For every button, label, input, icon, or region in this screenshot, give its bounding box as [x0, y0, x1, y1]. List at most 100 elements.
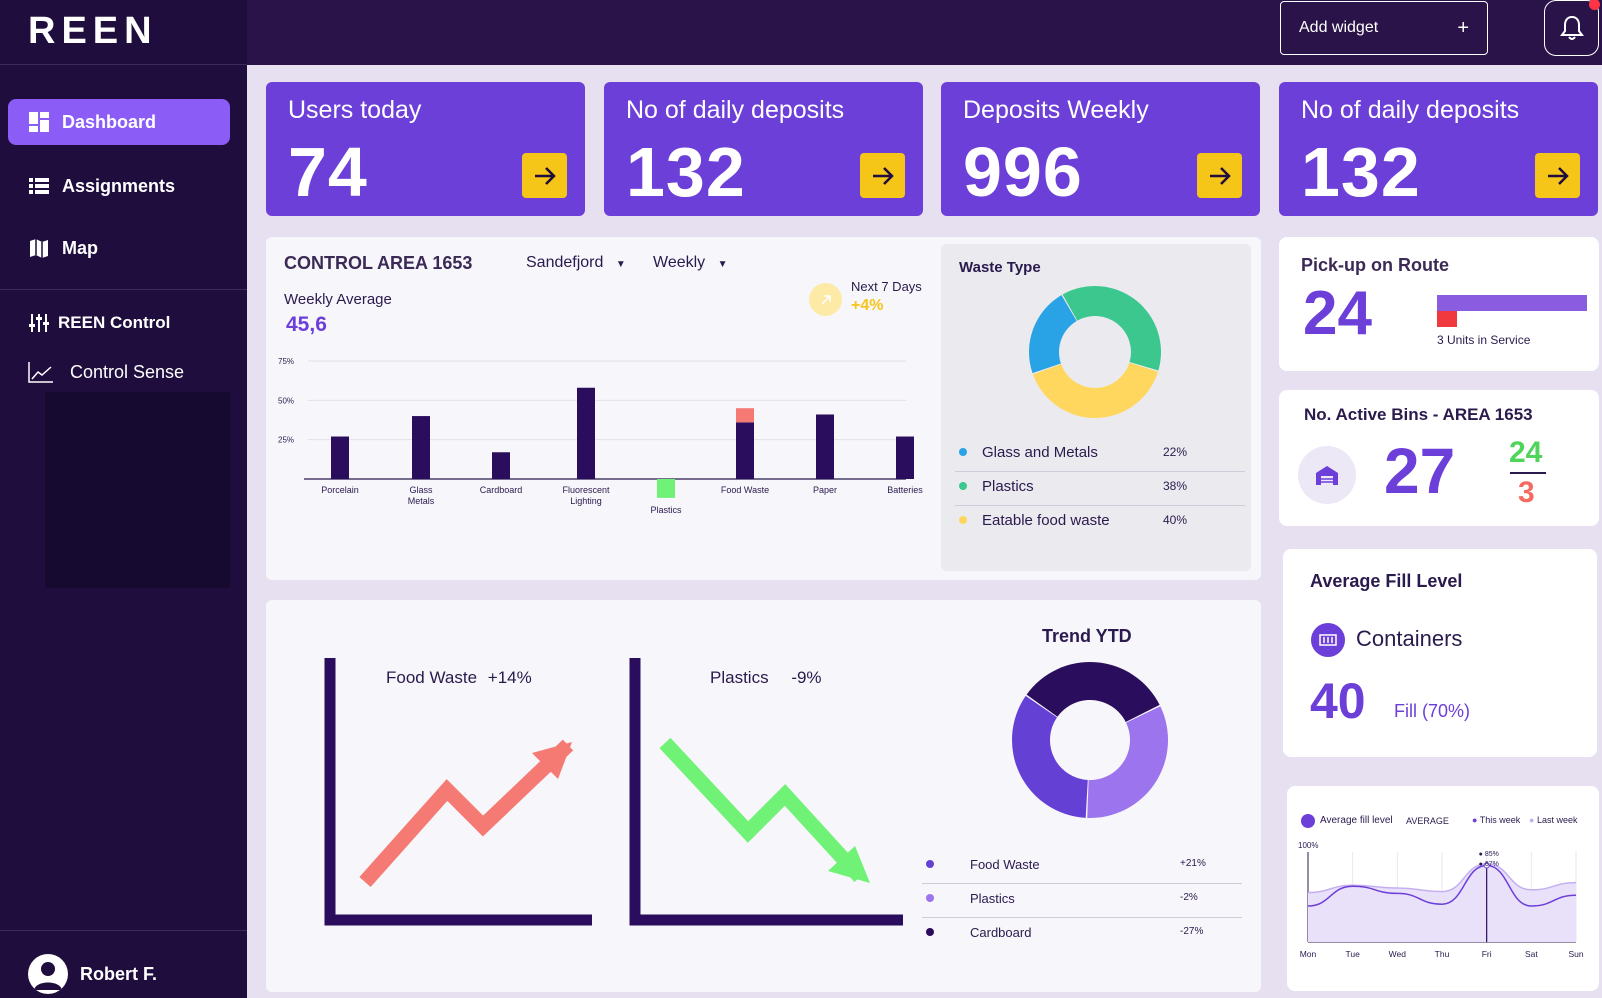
- stat-value: 132: [1301, 133, 1421, 211]
- sidebar-item-assignments[interactable]: Assignments: [8, 163, 230, 209]
- sidebar-item-dashboard[interactable]: Dashboard: [8, 99, 230, 145]
- waste-type-title: Waste Type: [959, 259, 1041, 276]
- sidebar-item-label: Map: [62, 237, 98, 258]
- legend-dot: [926, 928, 934, 936]
- legend-label: Glass and Metals: [982, 443, 1098, 461]
- warehouse-icon: [1298, 446, 1356, 504]
- this-week-line: [1307, 864, 1577, 907]
- donut-slice[interactable]: [1012, 695, 1088, 818]
- bar[interactable]: [331, 436, 349, 479]
- map-icon: [30, 239, 48, 258]
- bar[interactable]: [816, 414, 834, 479]
- legend-label: Cardboard: [970, 925, 1032, 941]
- legend-value: 22%: [1163, 444, 1188, 459]
- legend-row: Cardboard -27%: [922, 918, 1242, 952]
- x-tick-label: Tue: [1345, 949, 1360, 959]
- stat-arrow-button[interactable]: [522, 153, 567, 198]
- containers-label: Containers: [1356, 626, 1463, 651]
- y-tick-label: 50%: [278, 396, 294, 405]
- trend-ytd-donut: [1012, 662, 1168, 818]
- chevron-down-icon: ▼: [717, 259, 728, 270]
- arrow-right-icon: [1547, 166, 1569, 185]
- legend-label: Eatable food waste: [982, 511, 1110, 529]
- legend-this-week: ● This week: [1472, 815, 1521, 825]
- next-7-days-label: Next 7 Days: [851, 279, 922, 294]
- sidebar-item-map[interactable]: Map: [8, 225, 230, 271]
- sidebar-item-label: Control Sense: [70, 361, 185, 382]
- marker-last-week-label: ● 87%: [1479, 861, 1499, 868]
- container-icon: [1311, 623, 1345, 657]
- user-icon: [34, 962, 62, 990]
- notifications-button[interactable]: [1544, 0, 1600, 56]
- x-tick-label: Thu: [1435, 949, 1450, 959]
- stat-arrow-button[interactable]: [860, 153, 905, 198]
- donut-slice[interactable]: [1032, 362, 1158, 418]
- stat-card-daily-deposits: No of daily deposits 132: [604, 82, 923, 216]
- sidebar-item-label: Assignments: [62, 175, 176, 196]
- donut-slice[interactable]: [1062, 286, 1161, 371]
- active-bins-title: No. Active Bins - AREA 1653: [1304, 405, 1533, 424]
- bar[interactable]: [736, 422, 754, 479]
- location-select[interactable]: Sandefjord ▼: [526, 254, 626, 272]
- stat-title: Deposits Weekly: [963, 96, 1149, 124]
- stat-title: No of daily deposits: [626, 96, 845, 124]
- period-select[interactable]: Weekly ▼: [653, 254, 728, 272]
- legend-dot: [926, 860, 934, 868]
- legend-value: -2%: [1180, 891, 1198, 903]
- fill-chart-subtitle: AVERAGE: [1406, 816, 1449, 826]
- bar[interactable]: [412, 416, 430, 479]
- fill-chart-icon: [1301, 814, 1315, 828]
- y-max-label: 100%: [1298, 841, 1318, 850]
- legend-value: 38%: [1163, 478, 1188, 493]
- user-name: Robert F.: [80, 963, 158, 984]
- bar[interactable]: [492, 452, 510, 479]
- sidebar-item-reen-control[interactable]: REEN Control: [8, 300, 230, 346]
- app-logo[interactable]: REEN: [28, 10, 158, 52]
- fill-level-value: 40: [1310, 673, 1366, 729]
- x-tick-label: Cardboard: [480, 485, 523, 495]
- x-tick-label: Fluorescent: [562, 485, 610, 495]
- marker-point[interactable]: [1483, 862, 1490, 869]
- arrow-right-icon: [1209, 166, 1231, 185]
- sidebar-divider: [0, 930, 247, 931]
- avatar: [28, 954, 68, 994]
- sidebar-item-control-sense[interactable]: Control Sense: [8, 349, 230, 395]
- stat-value: 132: [626, 133, 746, 211]
- bar-highlight[interactable]: [736, 408, 754, 423]
- bar[interactable]: [657, 479, 675, 498]
- legend-row: Plastics 38%: [955, 472, 1245, 506]
- donut-slice[interactable]: [1087, 706, 1168, 818]
- stat-arrow-button[interactable]: [1535, 153, 1580, 198]
- x-tick-label: Plastics: [650, 505, 682, 515]
- bar[interactable]: [896, 436, 914, 479]
- fill-level-line-chart: 100% ● 85% ● 87% Mon Tue Wed Thu Fri Sat Sun: [1298, 841, 1584, 959]
- sliders-icon: [29, 314, 49, 332]
- fraction-divider: [1510, 472, 1546, 474]
- y-tick-label: 75%: [278, 357, 294, 366]
- legend-label: Food Waste: [970, 857, 1040, 873]
- trend-value: -9%: [791, 668, 822, 687]
- arrow-right-icon: [534, 166, 556, 185]
- legend-value: -27%: [1180, 925, 1204, 937]
- trend-up-icon: [809, 283, 842, 316]
- legend-last-week-label: Last week: [1536, 815, 1578, 825]
- user-profile[interactable]: Robert F.: [28, 954, 157, 994]
- donut-slice[interactable]: [1026, 662, 1160, 722]
- y-tick-label: 25%: [278, 436, 294, 445]
- chevron-down-icon: ▼: [615, 259, 626, 270]
- stat-value: 74: [288, 133, 368, 211]
- location-select-value: Sandefjord: [526, 254, 604, 271]
- dashboard-icon: [29, 112, 49, 132]
- legend-this-week-label: This week: [1479, 815, 1521, 825]
- legend-last-week: ● Last week: [1529, 815, 1578, 825]
- donut-slice[interactable]: [1029, 295, 1077, 374]
- x-tick-label: Metals: [408, 496, 435, 506]
- legend-row: Plastics -2%: [922, 884, 1242, 918]
- bar[interactable]: [577, 387, 595, 479]
- plastics-trend-chart: [629, 658, 903, 926]
- add-widget-button[interactable]: Add widget +: [1280, 1, 1488, 55]
- stat-arrow-button[interactable]: [1197, 153, 1242, 198]
- arrow-head: [828, 846, 870, 883]
- notification-dot: [1589, 0, 1600, 10]
- stat-title: Users today: [288, 96, 422, 124]
